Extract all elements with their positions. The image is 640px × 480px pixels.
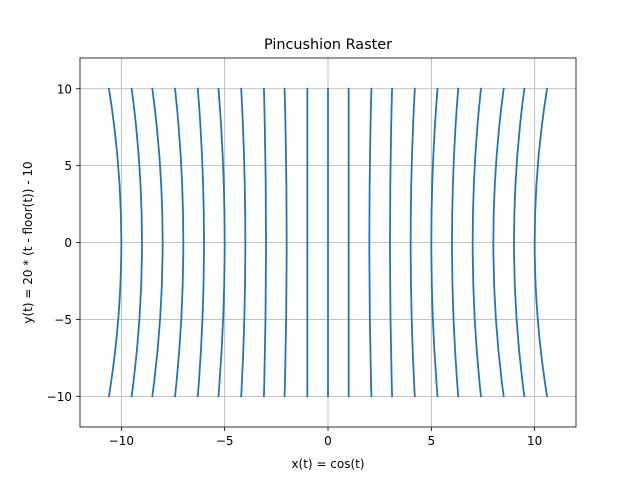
series-line-15	[409, 87, 416, 398]
series-line-17	[451, 87, 460, 398]
series-line-4	[174, 87, 185, 398]
series-line-5	[196, 87, 205, 398]
x-tick-label: 10	[527, 434, 542, 448]
x-axis-ticks: −10 −5 0 5 10	[109, 427, 542, 448]
series-line-13	[368, 87, 373, 398]
chart-title: Pincushion Raster	[264, 37, 392, 53]
series-line-18	[471, 87, 482, 398]
series-lines	[107, 87, 549, 398]
series-line-14	[389, 87, 393, 398]
x-tick-label: 0	[324, 434, 332, 448]
x-tick-label: −10	[109, 434, 134, 448]
y-tick-label: 10	[57, 82, 72, 96]
series-line-8	[263, 87, 267, 398]
x-tick-label: −5	[216, 434, 234, 448]
series-line-21	[533, 87, 549, 398]
series-line-20	[513, 87, 526, 398]
y-tick-label: −10	[47, 390, 72, 404]
series-line-19	[492, 87, 505, 398]
series-line-1	[107, 87, 123, 398]
series-line-9	[283, 87, 288, 398]
y-tick-label: −5	[54, 313, 72, 327]
x-axis-label: x(t) = cos(t)	[291, 457, 364, 471]
y-tick-label: 0	[64, 236, 72, 250]
y-tick-label: 5	[64, 159, 72, 173]
series-line-16	[430, 87, 439, 398]
y-axis-ticks: −10 −5 0 5 10	[47, 82, 80, 404]
series-line-6	[217, 87, 226, 398]
series-line-3	[151, 87, 164, 398]
y-axis-label: y(t) = 20 * (t - floor(t)) - 10	[21, 161, 35, 323]
x-tick-label: 5	[428, 434, 436, 448]
series-line-7	[240, 87, 247, 398]
series-line-2	[130, 87, 143, 398]
